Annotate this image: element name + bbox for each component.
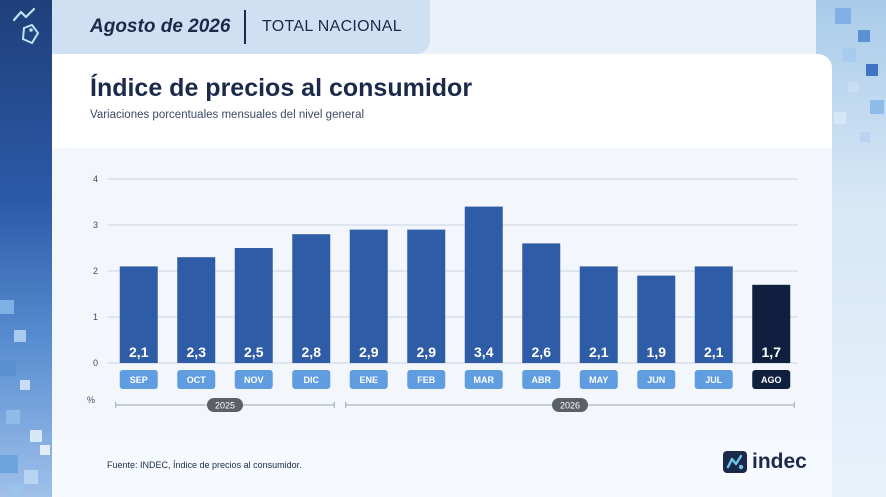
pixel-square bbox=[20, 380, 30, 390]
month-pill bbox=[579, 370, 618, 389]
year-pill bbox=[552, 398, 588, 412]
x-tick-label: JUL bbox=[705, 375, 723, 385]
month-pill bbox=[119, 370, 158, 389]
x-tick-label: SEP bbox=[130, 375, 148, 385]
pixel-square bbox=[0, 360, 16, 376]
data-label: 2,1 bbox=[704, 344, 724, 360]
pixel-square bbox=[0, 455, 18, 473]
month-pill bbox=[292, 370, 331, 389]
x-tick-label: MAY bbox=[589, 375, 608, 385]
bar bbox=[234, 248, 273, 363]
price-tag-icon bbox=[12, 7, 40, 45]
bar bbox=[694, 266, 733, 363]
pixel-square bbox=[866, 64, 878, 76]
report-scope: TOTAL NACIONAL bbox=[262, 18, 402, 35]
year-label: 2025 bbox=[215, 401, 235, 411]
x-tick-label: FEB bbox=[417, 375, 436, 385]
bar bbox=[349, 229, 388, 363]
month-pill bbox=[407, 370, 446, 389]
header-divider bbox=[244, 10, 246, 44]
pixel-square bbox=[858, 30, 870, 42]
pixel-square bbox=[0, 300, 14, 314]
year-pill bbox=[207, 398, 243, 412]
data-label: 2,6 bbox=[532, 344, 552, 360]
month-pill bbox=[234, 370, 273, 389]
pixel-square bbox=[848, 82, 858, 92]
x-tick-label: ABR bbox=[532, 375, 552, 385]
bar bbox=[637, 275, 676, 363]
chart-title: Índice de precios al consumidor bbox=[90, 74, 473, 102]
pixel-square bbox=[14, 330, 26, 342]
y-tick-label: 2 bbox=[93, 266, 98, 276]
x-tick-label: NOV bbox=[244, 375, 264, 385]
chart-area: 0 1 2 3 4% 2,1 SEP 2,3 OCT 2,5 NOV 2,8 DIC 2,9 ENE 2,9 F… bbox=[52, 148, 832, 440]
source-note: Fuente: INDEC, Índice de precios al cons… bbox=[107, 460, 302, 470]
data-label: 2,1 bbox=[589, 344, 609, 360]
pixel-square bbox=[10, 485, 22, 497]
x-tick-label: JUN bbox=[647, 375, 665, 385]
bar bbox=[407, 229, 446, 363]
bar-chart: 0 1 2 3 4% 2,1 SEP 2,3 OCT 2,5 NOV 2,8 DIC 2,9 ENE 2,9 F… bbox=[87, 174, 798, 412]
pixel-square bbox=[834, 112, 846, 124]
bar bbox=[752, 284, 791, 363]
pixel-square bbox=[870, 100, 884, 114]
header-tab bbox=[52, 0, 430, 54]
bar bbox=[119, 266, 158, 363]
pixel-square bbox=[842, 48, 856, 62]
month-pill bbox=[522, 370, 561, 389]
y-tick-label: 4 bbox=[93, 174, 98, 184]
month-pill bbox=[464, 370, 503, 389]
data-label: 2,5 bbox=[244, 344, 264, 360]
indec-logo-text: indec bbox=[752, 450, 807, 473]
bar bbox=[464, 206, 503, 363]
x-tick-label: MAR bbox=[474, 375, 495, 385]
y-tick-label: 1 bbox=[93, 312, 98, 322]
pixel-square bbox=[860, 132, 870, 142]
bar bbox=[292, 234, 331, 363]
bar bbox=[579, 266, 618, 363]
data-label: 2,8 bbox=[302, 344, 322, 360]
x-tick-label: DIC bbox=[304, 375, 320, 385]
y-tick-label: 0 bbox=[93, 358, 98, 368]
indec-logo-icon bbox=[723, 451, 747, 473]
bar bbox=[177, 257, 216, 363]
pixel-square bbox=[835, 8, 851, 24]
pixel-square bbox=[30, 430, 42, 442]
year-label: 2026 bbox=[560, 401, 580, 411]
x-tick-label: ENE bbox=[359, 375, 378, 385]
data-label: 2,3 bbox=[187, 344, 207, 360]
pixel-square bbox=[24, 470, 38, 484]
pixel-square bbox=[6, 410, 20, 424]
data-label: 1,9 bbox=[647, 344, 667, 360]
data-label: 1,7 bbox=[762, 344, 782, 360]
footer-bar bbox=[52, 440, 832, 497]
chart-subtitle: Variaciones porcentuales mensuales del n… bbox=[90, 109, 365, 121]
month-pill bbox=[694, 370, 733, 389]
month-pill bbox=[752, 370, 791, 389]
data-label: 2,9 bbox=[359, 344, 379, 360]
month-pill bbox=[637, 370, 676, 389]
y-tick-label: 3 bbox=[93, 220, 98, 230]
month-pill bbox=[177, 370, 216, 389]
data-label: 2,1 bbox=[129, 344, 149, 360]
x-tick-label: AGO bbox=[761, 375, 782, 385]
report-date: Agosto de 2026 bbox=[90, 16, 231, 37]
x-tick-label: OCT bbox=[187, 375, 207, 385]
data-label: 2,9 bbox=[417, 344, 437, 360]
bar bbox=[522, 243, 561, 363]
y-axis-unit: % bbox=[87, 395, 95, 405]
month-pill bbox=[349, 370, 388, 389]
data-label: 3,4 bbox=[474, 344, 494, 360]
pixel-square bbox=[40, 445, 50, 455]
